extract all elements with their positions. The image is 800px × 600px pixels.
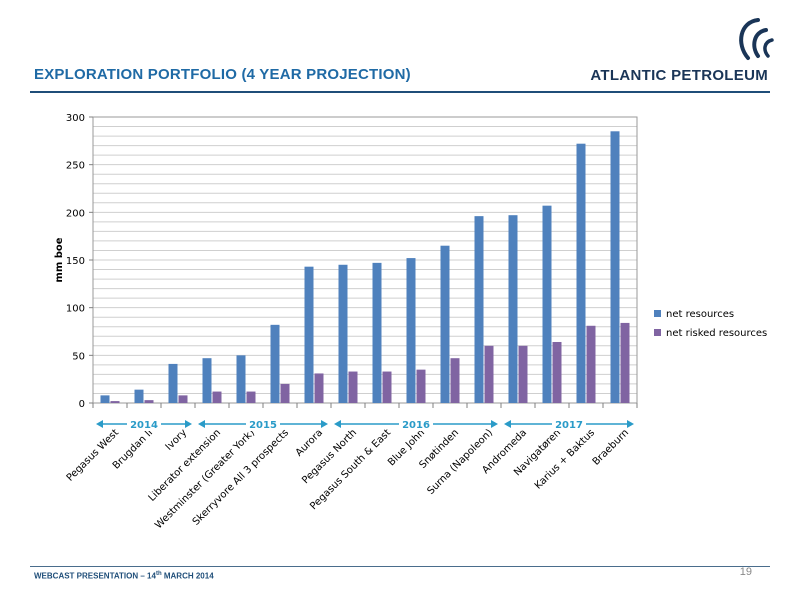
company-logo-text: ATLANTIC PETROLEUM — [590, 67, 768, 84]
legend-swatch — [654, 329, 661, 336]
slide-title: EXPLORATION PORTFOLIO (4 YEAR PROJECTION… — [34, 66, 411, 83]
y-tick-label: 200 — [66, 208, 85, 219]
x-category-label: Karius + Baktus — [533, 427, 597, 491]
year-label: 2017 — [555, 420, 583, 431]
legend-swatch — [654, 310, 661, 317]
bar-net-risked-resources — [586, 325, 596, 403]
arrow-right-icon — [185, 420, 192, 428]
year-label-backdrop — [246, 417, 280, 431]
bar-net-resources — [406, 258, 416, 403]
bar-net-resources — [576, 143, 586, 403]
arrow-right-icon — [321, 420, 328, 428]
y-tick-label: 100 — [66, 304, 85, 315]
arrow-right-icon — [627, 420, 634, 428]
company-logo-icon — [739, 18, 774, 60]
year-label: 2015 — [249, 420, 277, 431]
x-category-label: Surna (Napoleon) — [425, 427, 495, 497]
arrow-left-icon — [96, 420, 103, 428]
footer-caption: WEBCAST PRESENTATION – 14th MARCH 2014 — [34, 571, 214, 581]
bar-net-resources — [474, 216, 484, 403]
y-tick-label: 250 — [66, 161, 85, 172]
x-category-label: Aurora — [294, 427, 325, 458]
footer-caption-tail: MARCH 2014 — [161, 571, 214, 581]
bar-net-resources — [542, 205, 552, 403]
bar-net-resources — [508, 215, 518, 403]
bar-net-risked-resources — [416, 369, 426, 403]
page-number: 19 — [739, 566, 752, 578]
bar-net-resources — [236, 355, 246, 403]
bar-net-resources — [100, 395, 110, 403]
bar-net-risked-resources — [212, 391, 222, 403]
header-divider — [30, 91, 770, 93]
footer-divider — [30, 566, 770, 567]
bar-net-risked-resources — [246, 391, 256, 403]
bar-net-risked-resources — [348, 371, 358, 403]
year-label-backdrop — [552, 417, 586, 431]
bar-net-resources — [202, 358, 212, 403]
legend-entry: net resources — [666, 309, 734, 320]
bar-net-risked-resources — [110, 401, 120, 403]
year-label-backdrop — [399, 417, 433, 431]
bar-net-risked-resources — [552, 341, 562, 403]
bar-net-risked-resources — [450, 358, 460, 403]
year-label: 2016 — [402, 420, 430, 431]
bar-net-resources — [168, 363, 178, 403]
bar-net-risked-resources — [620, 322, 630, 403]
bar-net-risked-resources — [484, 345, 494, 403]
bar-net-risked-resources — [178, 395, 188, 403]
arrow-left-icon — [334, 420, 341, 428]
arrow-left-icon — [198, 420, 205, 428]
bar-net-resources — [372, 262, 382, 403]
y-tick-label: 0 — [79, 399, 85, 410]
footer-caption-main: WEBCAST PRESENTATION – 14 — [34, 571, 156, 581]
bar-net-resources — [440, 245, 450, 403]
y-tick-label: 300 — [66, 113, 85, 124]
bar-net-risked-resources — [314, 373, 324, 403]
x-category-label: Ivory — [164, 427, 190, 453]
y-axis-label: mm boe — [54, 237, 65, 282]
x-category-label: Pegasus West — [65, 427, 121, 483]
footer-caption-sup: th — [155, 571, 162, 577]
y-tick-label: 50 — [72, 351, 85, 362]
bar-net-risked-resources — [144, 400, 154, 403]
y-tick-label: 150 — [66, 256, 85, 267]
x-category-label: Braeburn — [591, 427, 631, 467]
year-label: 2014 — [130, 420, 158, 431]
bar-net-resources — [134, 389, 144, 403]
bar-net-resources — [610, 131, 620, 404]
year-label-backdrop — [127, 417, 161, 431]
arrow-right-icon — [491, 420, 498, 428]
bar-net-resources — [304, 266, 314, 403]
legend-entry: net risked resources — [666, 328, 767, 339]
arrow-left-icon — [504, 420, 511, 428]
bar-net-resources — [270, 324, 280, 403]
bar-net-risked-resources — [518, 345, 528, 403]
bar-net-risked-resources — [382, 371, 392, 403]
bar-net-risked-resources — [280, 383, 290, 403]
bar-net-resources — [338, 264, 348, 403]
